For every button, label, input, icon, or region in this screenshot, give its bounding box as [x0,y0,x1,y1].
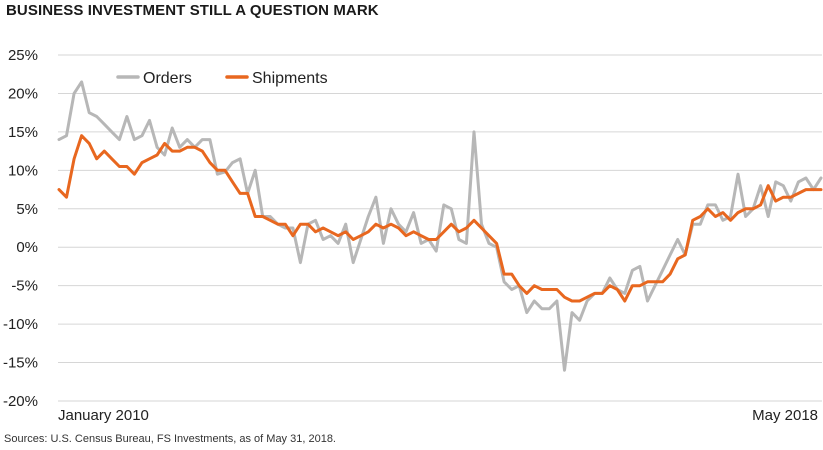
y-tick-label: -15% [3,355,38,372]
y-tick-label: -5% [11,278,38,295]
y-tick-label: 0% [16,239,38,256]
legend-label-shipments: Shipments [252,70,328,87]
y-tick-label: 5% [16,201,38,218]
x-axis-tick-labels: January 2010 May 2018 [58,407,818,424]
y-tick-label: 10% [8,162,38,179]
y-axis-tick-labels: 25% 20% 15% 10% 5% 0% -5% -10% -15% -20% [3,47,38,410]
series-line-shipments [57,134,823,303]
source-note: Sources: U.S. Census Bureau, FS Investme… [4,433,336,445]
y-tick-label: -10% [3,316,38,333]
series-line-orders [57,80,823,372]
y-tick-label: 25% [8,47,38,64]
y-tick-label: 15% [8,124,38,141]
chart-title: BUSINESS INVESTMENT STILL A QUESTION MAR… [6,2,379,19]
x-tick-label-end: May 2018 [752,407,818,424]
x-tick-label-start: January 2010 [58,407,149,424]
legend: Orders Shipments [116,70,328,87]
y-tick-label: 20% [8,85,38,102]
legend-label-orders: Orders [143,70,192,87]
series-lines [57,80,823,372]
y-tick-label: -20% [3,393,38,410]
gridlines [58,54,822,402]
